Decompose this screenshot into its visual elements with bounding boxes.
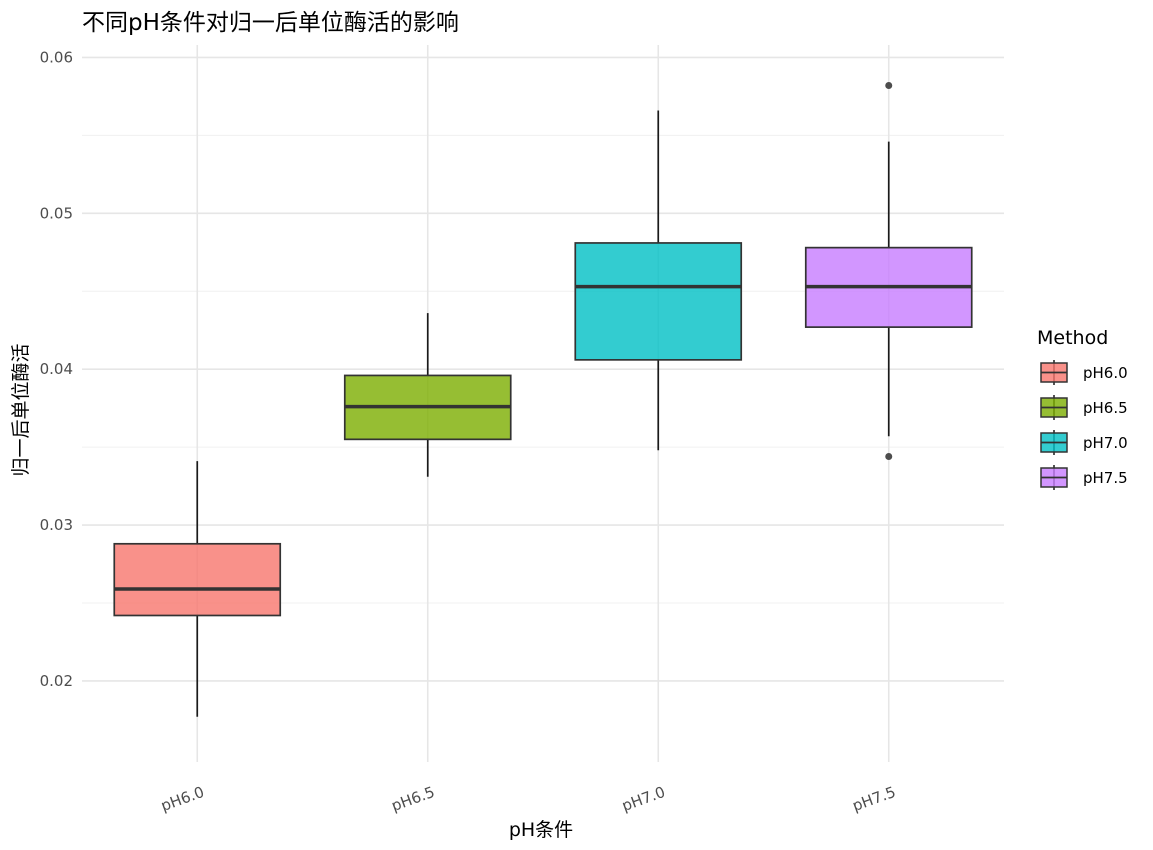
y-tick-label: 0.06	[40, 48, 73, 66]
x-axis-label: pH条件	[509, 819, 573, 841]
y-tick-label: 0.05	[40, 204, 73, 222]
outlier-point	[885, 452, 893, 460]
legend-label: pH6.0	[1083, 364, 1128, 382]
box-pH6.0	[113, 542, 282, 617]
y-tick-labels: 0.02 0.03 0.04 0.05 0.06	[40, 48, 73, 689]
x-tick-label: pH6.0	[158, 783, 206, 815]
y-tick-label: 0.02	[40, 672, 73, 690]
legend-label: pH7.5	[1083, 469, 1128, 487]
legend: Method pH6.0 pH6.5 pH7.0 pH7.5	[1037, 327, 1128, 490]
x-tick-label: pH7.5	[850, 783, 898, 815]
chart-title: 不同pH条件对归一后单位酶活的影响	[82, 10, 459, 36]
legend-label: pH7.0	[1083, 434, 1128, 452]
legend-label: pH6.5	[1083, 399, 1128, 417]
outlier-point	[885, 82, 893, 90]
x-tick-labels: pH6.0 pH6.5 pH7.0 pH7.5	[158, 783, 898, 815]
y-tick-label: 0.04	[40, 360, 73, 378]
boxes	[113, 82, 973, 717]
y-axis-label: 归一后单位酶活	[10, 343, 32, 476]
legend-title: Method	[1037, 327, 1108, 349]
x-tick-label: pH7.0	[619, 783, 667, 815]
x-tick-label: pH6.5	[389, 783, 437, 815]
grid	[82, 45, 1004, 762]
box-pH7.0	[574, 242, 743, 361]
y-tick-label: 0.03	[40, 516, 73, 534]
